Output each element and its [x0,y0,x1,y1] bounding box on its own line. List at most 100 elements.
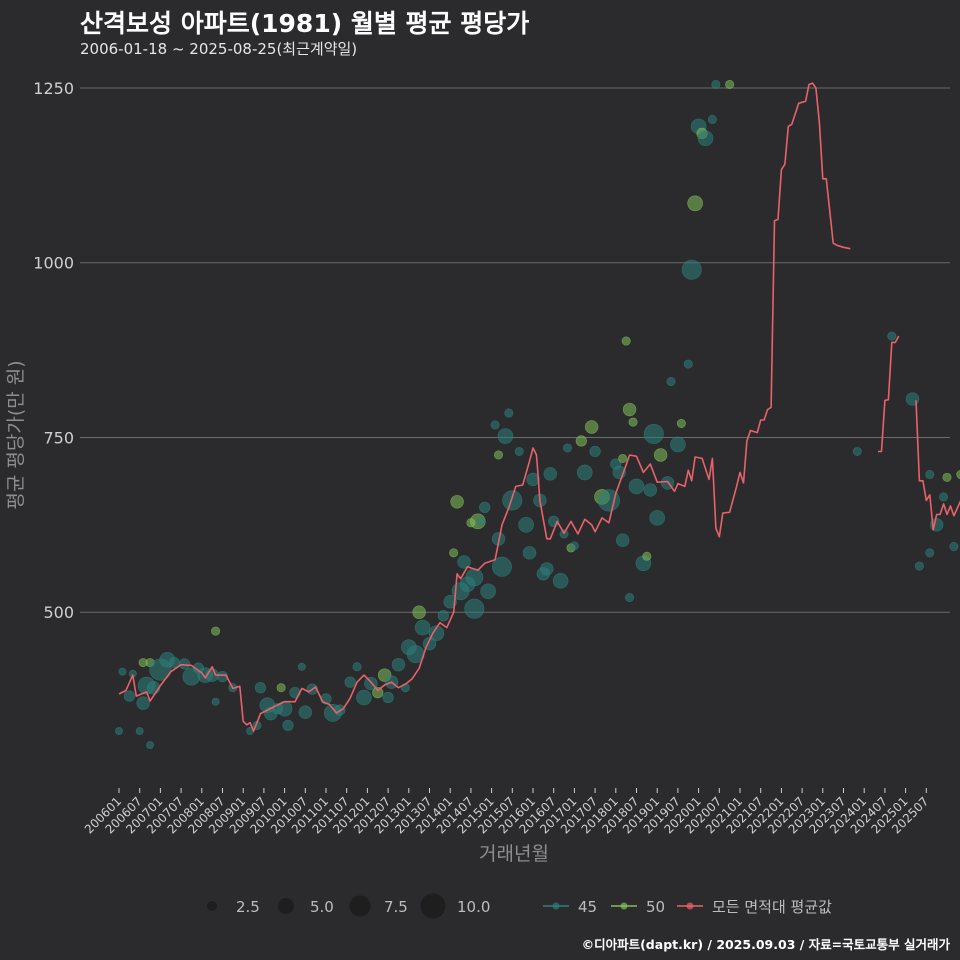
data-point-101 [622,402,637,417]
data-point-131 [942,472,952,482]
data-point-74 [504,408,514,418]
data-point-106 [642,551,652,561]
legend-color-dot-2 [686,902,694,910]
y-tick-1250: 1250 [33,79,74,98]
data-point-83 [543,467,557,481]
data-point-113 [670,436,686,453]
data-point-108 [643,423,664,444]
data-point-78 [522,546,537,560]
data-point-43 [372,687,384,699]
data-point-107 [643,483,657,497]
x-tick-labels: 2006012006072007012007072008012008072009… [82,788,931,837]
data-point-2 [123,690,135,702]
data-point-100 [621,336,631,346]
data-point-69 [490,420,500,430]
data-point-0 [115,727,123,736]
data-point-93 [589,445,601,458]
data-point-8 [146,741,155,749]
legend: 2.5 5.0 7.5 10.0 45 50 모든 면적대 평균값 [207,893,832,919]
legend-color-label-0: 45 [578,898,597,916]
data-point-68 [480,583,496,600]
data-point-76 [514,446,524,456]
x-axis-label: 거래년월 [479,843,549,865]
average-line-segment-1 [878,335,900,453]
data-point-39 [344,676,356,688]
data-point-63 [465,568,484,587]
legend-color-dot-1 [620,902,628,910]
average-line-segment-2 [915,400,960,531]
average-line [118,82,960,732]
legend-size-key-0 [207,901,217,911]
data-point-75 [502,490,523,511]
data-point-82 [540,562,554,576]
data-point-1 [118,667,127,676]
data-point-133 [956,470,960,479]
data-point-79 [526,472,540,487]
data-point-127 [914,561,924,571]
legend-color-dot-0 [552,902,560,910]
y-axis-label: 평균 평당가(만 원) [5,360,27,509]
data-point-45 [382,691,394,704]
data-point-87 [562,443,572,453]
data-point-64 [464,598,485,619]
data-point-123 [725,79,735,89]
data-point-4 [135,727,144,736]
footer-credit: ©디아파트(dapt.kr) / 2025.09.03 / 자료=국토교통부 실… [581,937,950,952]
legend-size-key-3 [420,893,446,919]
legend-color-label-1: 50 [646,898,665,916]
legend-size-key-1 [278,898,294,914]
average-line-segment-0 [118,82,851,732]
data-point-109 [649,510,666,526]
data-point-29 [276,683,286,693]
data-point-67 [479,501,491,513]
data-point-98 [618,453,628,463]
data-point-92 [584,420,599,434]
legend-size-label-1: 5.0 [310,898,334,916]
data-point-10 [146,681,161,695]
y-tick-750: 750 [43,428,74,447]
data-point-128 [925,548,935,558]
data-point-110 [653,448,668,462]
data-point-73 [497,428,514,444]
data-point-51 [412,605,426,619]
grid-lines [80,87,950,613]
data-point-72 [491,556,512,577]
data-point-56 [443,595,457,609]
data-point-103 [628,478,645,495]
data-point-117 [687,195,703,212]
data-point-134 [939,492,949,502]
data-point-14 [178,658,191,670]
data-point-99 [615,533,630,547]
data-point-85 [552,572,569,589]
data-point-116 [681,259,702,280]
data-point-19 [211,626,221,636]
data-point-132 [949,542,959,552]
data-point-120 [697,130,714,147]
data-point-6 [136,696,150,710]
data-point-90 [575,435,587,447]
data-point-115 [683,359,693,369]
data-point-124 [852,446,862,456]
y-tick-500: 500 [43,603,74,622]
data-point-31 [282,719,294,732]
data-point-91 [576,464,593,481]
data-point-55 [437,610,449,622]
data-point-25 [254,682,267,694]
data-point-126 [905,392,920,406]
data-point-20 [211,697,220,706]
data-point-66 [476,516,486,526]
legend-color-label-2: 모든 면적대 평균값 [712,898,832,916]
data-point-40 [352,662,362,672]
legend-size-label-2: 7.5 [384,898,408,916]
chart-subtitle: 2006-01-18 ~ 2025-08-25(최근계약일) [80,40,358,58]
data-point-52 [414,619,431,636]
legend-size-label-3: 10.0 [457,898,490,916]
y-tick-labels: 500 750 1000 1250 [33,79,74,622]
data-point-57 [449,548,459,558]
data-point-102 [628,417,638,427]
data-point-121 [707,114,717,124]
scatter-points [115,79,960,749]
data-point-21 [216,670,229,683]
data-point-41 [356,689,372,706]
